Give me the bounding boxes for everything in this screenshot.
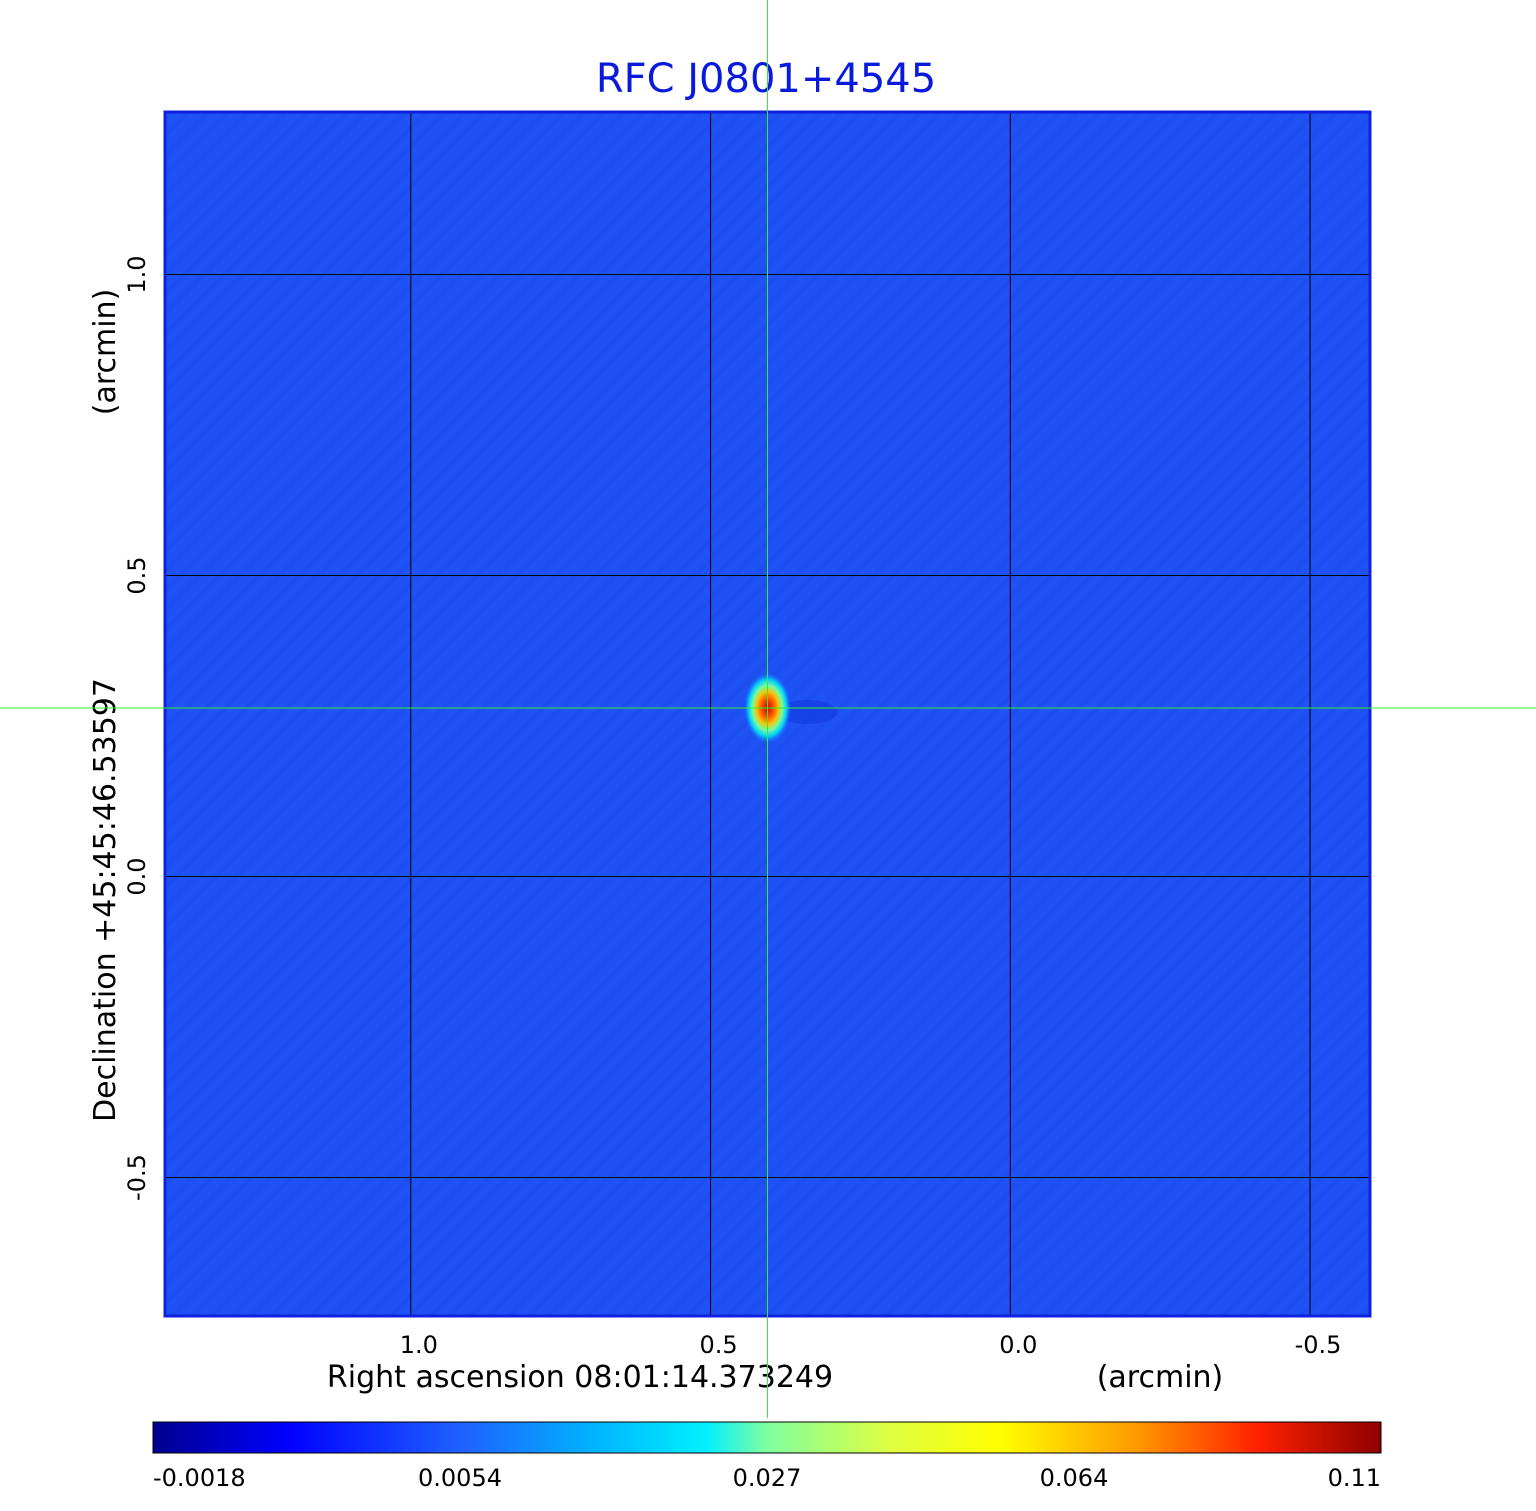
colorbar-tick-label-2: 0.027 <box>733 1464 802 1492</box>
y-tick-label-2: 0.0 <box>123 857 151 895</box>
crosshair <box>0 0 1536 1418</box>
x-tick-label-1: 0.5 <box>699 1331 737 1359</box>
y-tick-label-1: 0.5 <box>123 556 151 594</box>
x-axis-label: Right ascension 08:01:14.373249 <box>327 1360 833 1395</box>
image-sidelobe <box>777 699 838 724</box>
x-tick-labels: 1.0 0.5 0.0 -0.5 <box>400 1331 1342 1359</box>
y-tick-labels: 1.0 0.5 0.0 -0.5 <box>123 255 151 1201</box>
y-tick-label-0: 1.0 <box>123 255 151 293</box>
x-tick-label-3: -0.5 <box>1295 1331 1342 1359</box>
x-tick-label-0: 1.0 <box>400 1331 438 1359</box>
x-axis-unit: (arcmin) <box>1097 1360 1224 1395</box>
chart-title: RFC J0801+4545 <box>596 56 936 102</box>
colorbar-tick-label-0: -0.0018 <box>153 1464 246 1492</box>
colorbar-tick-label-1: 0.0054 <box>418 1464 502 1492</box>
colorbar-tick-labels: -0.0018 0.0054 0.027 0.064 0.11 <box>153 1464 1381 1492</box>
y-axis-label: Declination +45:45:46.53597 <box>88 678 123 1122</box>
y-tick-label-3: -0.5 <box>123 1154 151 1201</box>
colorbar-tick-label-4: 0.11 <box>1328 1464 1381 1492</box>
colorbar-tick-label-3: 0.064 <box>1040 1464 1109 1492</box>
y-axis-unit: (arcmin) <box>88 289 123 416</box>
colorbar <box>152 1421 1382 1454</box>
x-tick-label-2: 0.0 <box>999 1331 1037 1359</box>
